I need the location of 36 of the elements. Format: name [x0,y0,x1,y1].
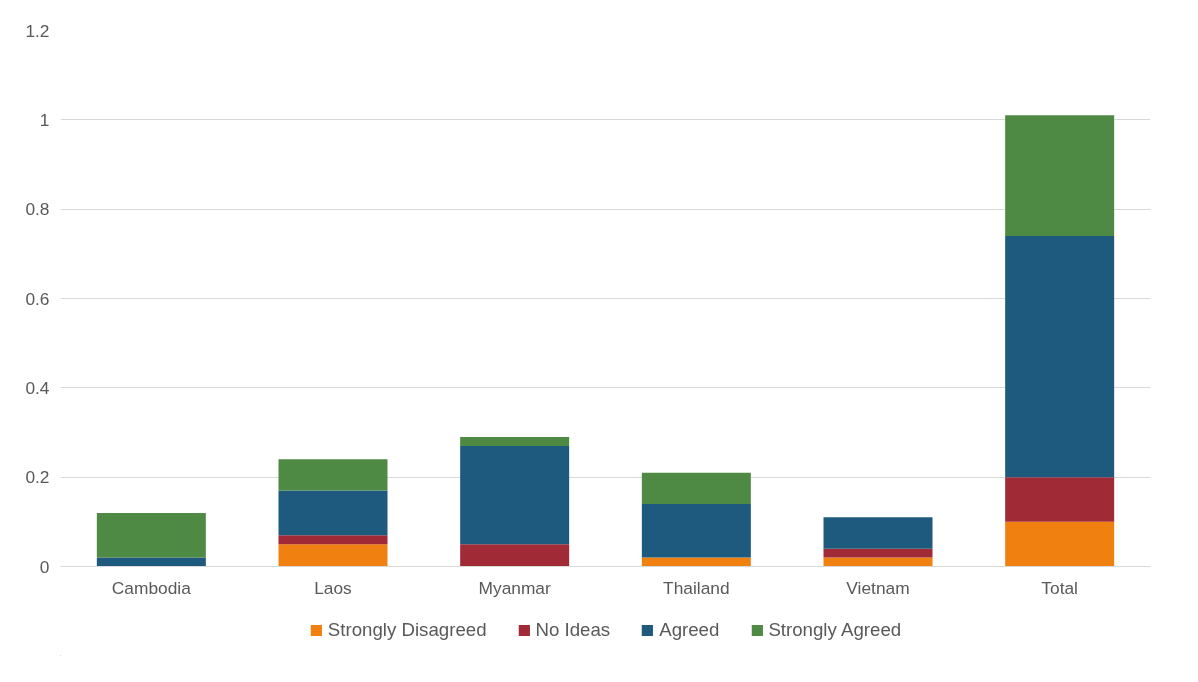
bar [460,436,570,446]
y-tick-label: 0.8 [25,199,50,220]
bar [1005,521,1115,567]
x-tick-label: Vietnam [846,577,910,598]
bar [278,490,388,536]
y-tick-label: 0.6 [25,288,50,309]
x-tick-label: Cambodia [111,577,192,598]
bar [1005,235,1115,478]
bar [278,459,388,491]
x-tick-label: Myanmar [478,577,551,598]
bar [96,512,206,558]
bar [641,503,751,558]
bar [823,557,933,567]
y-tick-label: 0 [39,556,50,577]
legend-label: Strongly Agreed [768,619,902,641]
y-tick-label: 0.2 [25,467,50,488]
bar [1005,477,1115,522]
bar [278,535,388,545]
legend-label: No Ideas [535,619,611,641]
bar [96,557,206,567]
bar [641,557,751,567]
bar [823,548,933,558]
bar [460,445,570,545]
y-tick-label: 1.2 [25,20,50,41]
legend-label: Agreed [659,619,720,641]
bar [1005,115,1115,236]
bar [641,472,751,504]
x-tick-label: Thailand [663,577,730,598]
legend-label: Strongly Disagreed [327,619,487,641]
y-tick-label: 0.4 [25,377,50,398]
bar [278,544,388,567]
x-tick-label: Total [1041,577,1078,598]
bar [823,517,933,549]
y-tick-label: 1 [39,109,50,130]
x-tick-label: Laos [314,577,353,598]
bar [460,544,570,567]
